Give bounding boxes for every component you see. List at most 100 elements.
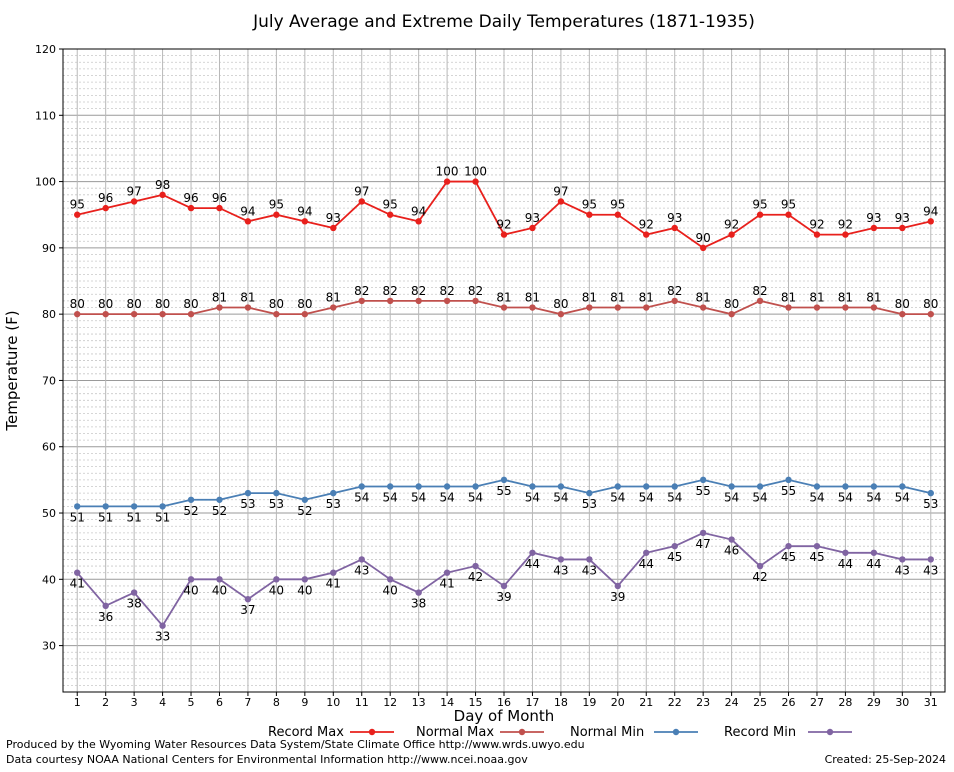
- data-label: 80: [126, 297, 141, 311]
- data-label: 94: [240, 204, 255, 218]
- data-point: [216, 576, 223, 583]
- x-tick-label: 13: [412, 696, 426, 709]
- data-point: [130, 310, 138, 318]
- data-point: [472, 178, 479, 185]
- produced-by-text: Produced by the Wyoming Water Resources …: [6, 738, 585, 751]
- data-label: 55: [496, 484, 511, 498]
- data-point: [728, 483, 735, 490]
- data-label: 81: [525, 291, 540, 305]
- x-tick-label: 31: [924, 696, 938, 709]
- data-point: [216, 496, 223, 503]
- data-label: 51: [155, 510, 170, 524]
- data-point: [330, 304, 337, 311]
- data-label: 90: [696, 231, 711, 245]
- data-label: 82: [411, 284, 426, 298]
- data-label: 54: [895, 491, 910, 505]
- data-label: 47: [696, 537, 711, 551]
- data-label: 51: [126, 510, 141, 524]
- data-point: [216, 204, 223, 212]
- data-point: [671, 483, 678, 490]
- data-point: [756, 562, 764, 570]
- data-point: [472, 562, 479, 570]
- legend-swatch-marker: [672, 728, 680, 736]
- data-label: 41: [439, 577, 454, 591]
- data-label: 93: [525, 211, 540, 225]
- y-tick-label: 50: [42, 507, 56, 520]
- data-point: [500, 582, 508, 590]
- data-point: [386, 483, 394, 490]
- data-label: 33: [155, 630, 170, 644]
- data-point: [728, 536, 735, 543]
- data-point: [273, 489, 280, 497]
- data-point: [671, 297, 678, 305]
- data-label: 81: [838, 291, 853, 305]
- data-point: [756, 211, 764, 218]
- data-label: 53: [240, 497, 255, 511]
- data-label: 92: [639, 218, 654, 232]
- data-label: 39: [496, 590, 511, 604]
- data-point: [557, 310, 565, 318]
- data-point: [187, 204, 195, 212]
- data-point: [614, 582, 622, 590]
- data-point: [699, 304, 707, 311]
- data-label: 94: [923, 204, 938, 218]
- data-point: [557, 483, 565, 490]
- data-point: [500, 231, 508, 238]
- x-tick-label: 5: [188, 696, 195, 709]
- x-tick-label: 23: [696, 696, 710, 709]
- data-label: 82: [439, 284, 454, 298]
- data-label: 95: [781, 198, 796, 212]
- data-point: [529, 483, 536, 490]
- data-label: 53: [923, 497, 938, 511]
- data-point: [358, 297, 365, 305]
- data-label: 92: [809, 218, 824, 232]
- legend-label: Record Max: [268, 725, 344, 740]
- data-label: 82: [752, 284, 767, 298]
- data-point: [785, 476, 792, 484]
- data-label: 81: [496, 291, 511, 305]
- series-normal-min: 51 51 51 51 52 52 53 53 52 53 54 54 54 54 54 55 54 54 53 54…: [70, 476, 938, 524]
- data-label: 52: [183, 504, 198, 518]
- y-axis-label: Temperature (F): [3, 310, 21, 431]
- data-label: 81: [639, 291, 654, 305]
- data-label: 51: [70, 510, 85, 524]
- data-label: 93: [895, 211, 910, 225]
- data-label: 54: [525, 491, 540, 505]
- x-tick-label: 8: [273, 696, 280, 709]
- data-point: [415, 297, 422, 305]
- x-axis-label: Day of Month: [454, 707, 555, 725]
- data-label: 54: [354, 491, 369, 505]
- legend-label: Normal Max: [416, 725, 494, 740]
- data-label: 54: [838, 491, 853, 505]
- data-point: [472, 297, 479, 305]
- data-point: [273, 211, 280, 218]
- x-tick-label: 19: [582, 696, 596, 709]
- data-label: 81: [781, 291, 796, 305]
- data-point: [273, 576, 280, 583]
- data-label: 81: [240, 291, 255, 305]
- data-label: 82: [667, 284, 682, 298]
- data-point: [813, 483, 821, 490]
- data-point: [529, 304, 536, 311]
- data-label: 43: [582, 563, 597, 577]
- data-label: 54: [724, 491, 739, 505]
- x-tick-label: 30: [895, 696, 909, 709]
- data-point: [358, 483, 365, 490]
- data-label: 80: [269, 297, 284, 311]
- data-label: 80: [155, 297, 170, 311]
- x-tick-label: 14: [440, 696, 454, 709]
- data-label: 96: [183, 191, 198, 205]
- data-point: [415, 589, 422, 596]
- data-point: [785, 542, 792, 550]
- data-point: [330, 569, 337, 576]
- data-point: [386, 297, 394, 305]
- data-point: [927, 310, 934, 318]
- data-point: [699, 476, 707, 484]
- data-point: [870, 549, 878, 556]
- data-label: 81: [866, 291, 881, 305]
- data-label: 95: [383, 198, 398, 212]
- data-point: [102, 204, 109, 212]
- data-point: [386, 211, 394, 218]
- data-label: 54: [809, 491, 824, 505]
